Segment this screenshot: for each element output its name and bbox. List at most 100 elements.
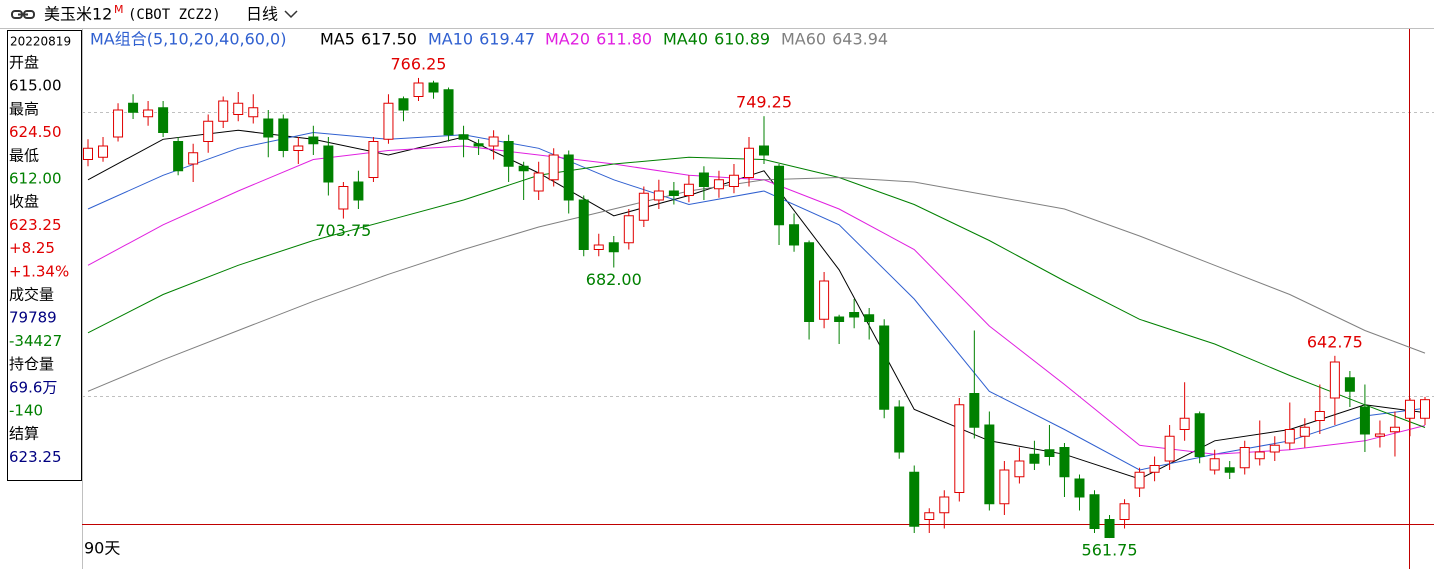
info-row: 69.6万	[9, 378, 57, 396]
candle-body	[503, 141, 514, 167]
candle-body	[819, 280, 830, 320]
candle-body	[668, 190, 679, 196]
candle-body	[1029, 453, 1040, 464]
candle-body	[248, 107, 259, 118]
legend-value: 610.89	[714, 30, 770, 49]
candle-body	[533, 172, 544, 192]
candle-body	[924, 512, 935, 520]
candle-body	[278, 118, 289, 151]
legend-value: 617.50	[361, 30, 417, 49]
candle-body	[1149, 465, 1160, 473]
legend-name: MA20	[545, 30, 590, 49]
candle-body	[1104, 519, 1115, 538]
candle-body	[789, 224, 800, 246]
candle-body	[864, 314, 875, 322]
legend-value: 643.94	[832, 30, 888, 49]
candle-body	[1389, 426, 1400, 433]
candle-body	[398, 98, 409, 111]
info-row: +8.25	[9, 239, 55, 257]
candle-body	[623, 215, 634, 244]
candle-body	[1014, 460, 1025, 478]
info-row: 623.25	[9, 448, 62, 466]
candle-body	[653, 190, 664, 201]
candle-body	[1344, 377, 1355, 392]
candle-body	[894, 406, 905, 453]
info-row: 收盘	[9, 193, 39, 211]
low-label: 561.75	[1082, 541, 1138, 560]
candle-body	[1420, 399, 1430, 419]
info-panel-border	[7, 30, 82, 481]
period-selector[interactable]: 日线	[246, 5, 278, 24]
info-row: -34427	[9, 332, 62, 350]
instrument-title: 美玉米12	[44, 5, 112, 24]
dropdown-arrow[interactable]	[284, 10, 298, 19]
legend-value: 611.80	[596, 30, 652, 49]
info-row: +1.34%	[9, 262, 69, 280]
candle-body	[218, 100, 229, 122]
info-row: 623.25	[9, 216, 62, 234]
candle-body	[263, 118, 274, 138]
info-row: 结算	[9, 425, 39, 443]
legend: MA5 617.50 MA10 619.47 MA20 611.80 MA40 610.89 M…	[320, 30, 888, 49]
candle-body	[518, 165, 529, 172]
candle-body	[233, 102, 244, 115]
candle-body	[308, 136, 319, 145]
info-row: 79789	[9, 309, 57, 327]
legend-name: MA60	[781, 30, 826, 49]
candle-body	[593, 244, 604, 250]
candle-body	[473, 143, 484, 147]
candle-body	[1269, 444, 1280, 453]
candle-body	[728, 174, 739, 187]
candle-body	[488, 136, 499, 147]
candle-body	[1254, 451, 1265, 460]
candle-body	[698, 172, 709, 187]
candle-body	[1224, 467, 1235, 473]
candle-body	[1239, 447, 1250, 469]
candle-body	[1209, 458, 1220, 471]
candle-body	[1374, 433, 1385, 437]
candle-body	[984, 424, 995, 505]
candle-body	[1359, 406, 1370, 435]
candle-body	[1074, 478, 1085, 498]
info-row: 持仓量	[9, 355, 54, 373]
candle-body	[954, 404, 965, 493]
low-label: 703.75	[315, 221, 371, 240]
candle-body	[713, 179, 724, 190]
info-row: 最低	[9, 146, 39, 164]
candle-body	[578, 199, 589, 250]
candle-body	[83, 147, 93, 160]
info-row: 615.00	[9, 77, 62, 95]
candle-body	[413, 82, 424, 97]
candle-body	[203, 120, 214, 142]
candle-body	[428, 82, 439, 93]
candle-body	[759, 145, 770, 156]
candle-body	[353, 181, 364, 201]
candle-body	[188, 152, 199, 165]
candle-body	[443, 89, 454, 136]
candle-body	[458, 134, 469, 140]
candle-body	[969, 393, 980, 428]
candle-body	[128, 102, 139, 113]
candle-body	[1134, 471, 1145, 489]
info-row: 最高	[9, 100, 39, 118]
range-label: 90天	[84, 539, 120, 558]
candle-body	[999, 469, 1010, 505]
info-row: 开盘	[9, 54, 39, 72]
candle-body	[173, 141, 184, 172]
info-row: -140	[9, 402, 43, 420]
candle-body	[1089, 494, 1100, 529]
candle-body	[1404, 399, 1415, 419]
candle-body	[834, 316, 845, 322]
legend-name: MA10	[428, 30, 473, 49]
info-row: 成交量	[9, 286, 54, 304]
candle-body	[638, 192, 649, 221]
candle-body	[1284, 429, 1295, 444]
candle-body	[293, 145, 304, 151]
info-panel: 20220819 开盘 615.00 最高 624.50 最低 612.00 收盘 623.2…	[9, 35, 71, 466]
candle-body	[1194, 413, 1205, 457]
candles: 703.75 766.25 682.00 749.25 561.75 642.75	[83, 54, 1430, 560]
candle-body	[383, 102, 394, 140]
low-label: 682.00	[586, 270, 642, 289]
